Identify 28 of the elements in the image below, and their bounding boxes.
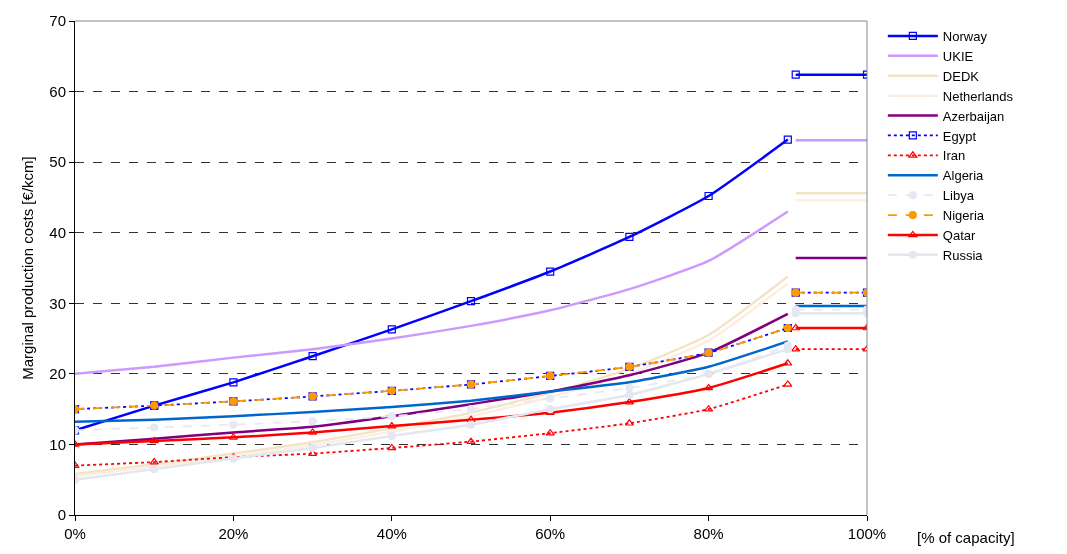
legend-label: Iran [942, 148, 966, 164]
x-axis-title: [% of capacity] [917, 529, 1015, 546]
y-tick-label: 10 [49, 435, 66, 453]
x-tick-label: 100% [847, 525, 887, 542]
y-tick-label: 70 [49, 12, 66, 30]
x-tick-label: 0% [64, 525, 86, 542]
y-tick-label: 60 [49, 82, 66, 100]
x-tick-label: 40% [376, 525, 407, 542]
y-tick-label: 50 [49, 153, 66, 171]
y-axis-title: Marginal production costs [€/kcm] [18, 156, 36, 380]
legend-label: UKIE [942, 48, 974, 64]
legend-label: Nigeria [942, 208, 985, 224]
y-tick-label: 20 [49, 365, 66, 383]
legend-label: Libya [942, 188, 975, 204]
y-tick-label: 30 [49, 294, 66, 312]
legend-label: Norway [942, 29, 988, 45]
legend-label: Netherlands [942, 88, 1014, 104]
legend-label: Algeria [942, 168, 985, 184]
x-tick-label: 60% [535, 525, 566, 542]
y-tick-label: 0 [57, 506, 66, 524]
x-tick-label: 80% [693, 525, 724, 542]
legend-label: Egypt [942, 128, 977, 144]
legend-label: Qatar [942, 228, 977, 244]
legend-label: Azerbaijan [942, 108, 1005, 124]
x-tick-label: 20% [218, 525, 249, 542]
y-tick-label: 40 [49, 223, 66, 241]
legend-label: DEDK [942, 68, 980, 84]
legend-label: Russia [942, 247, 984, 263]
